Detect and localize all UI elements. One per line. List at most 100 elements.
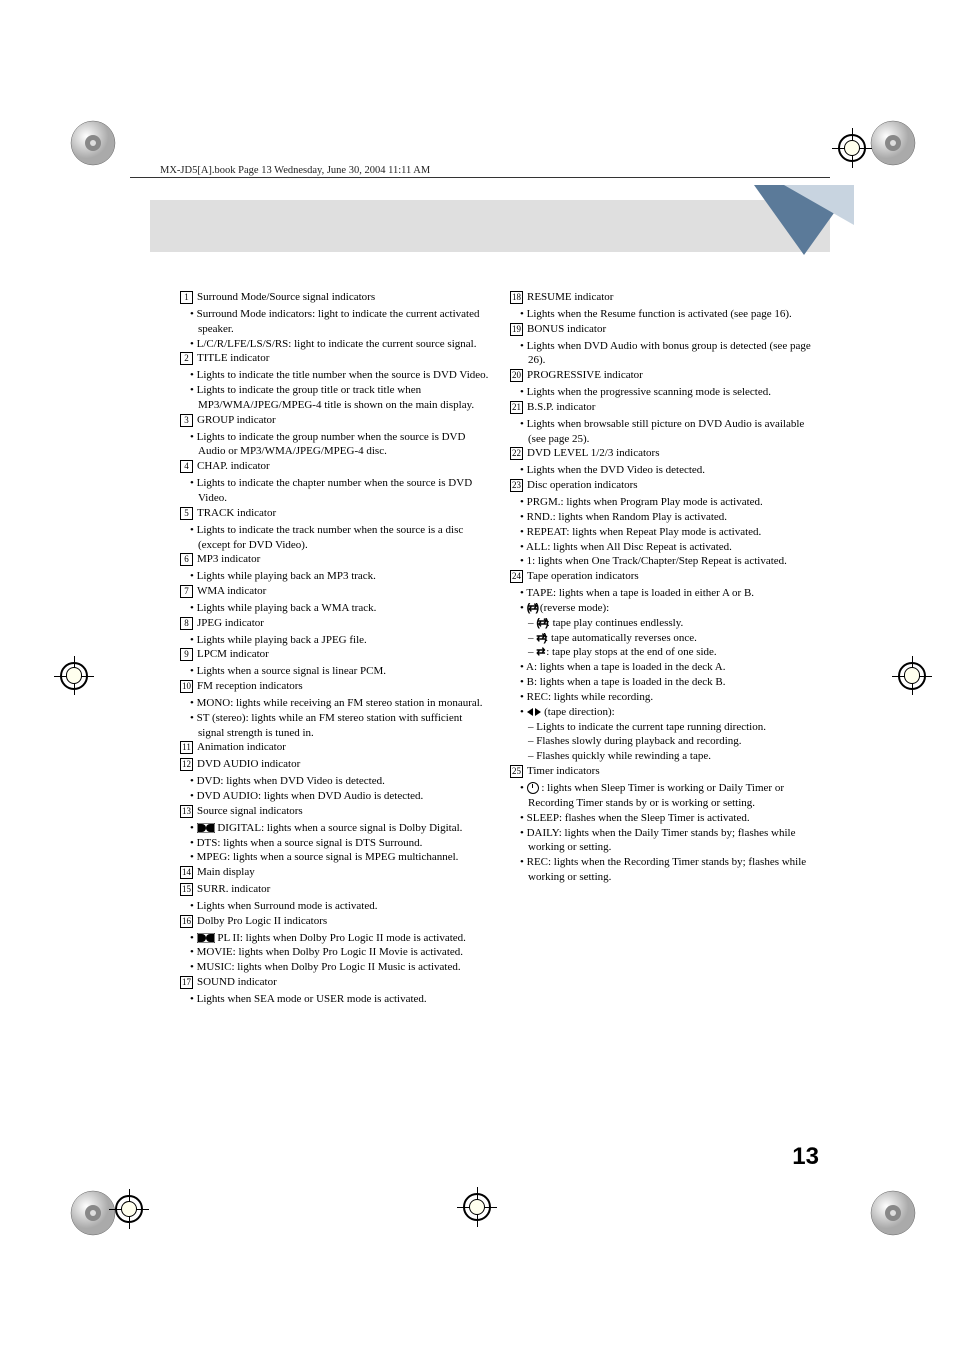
- indicator-label: Animation indicator: [197, 741, 286, 753]
- indicator-number: 1: [180, 291, 193, 304]
- indicator-entry: 18 RESUME indicator: [510, 290, 820, 305]
- indicator-label: MP3 indicator: [197, 553, 260, 565]
- indicator-number: 15: [180, 883, 193, 896]
- corner-decoration: [70, 120, 116, 166]
- indicator-number: 24: [510, 570, 523, 583]
- indicator-detail: • B: lights when a tape is loaded in the…: [510, 675, 820, 690]
- indicator-number: 7: [180, 585, 193, 598]
- indicator-entry: 7 WMA indicator: [180, 584, 490, 599]
- indicator-detail: • DVD: lights when DVD Video is detected…: [180, 774, 490, 789]
- indicator-detail: • (tape direction):: [510, 705, 820, 720]
- registration-mark: [898, 662, 926, 690]
- indicator-subdetail: – Flashes quickly while rewinding a tape…: [510, 749, 820, 764]
- indicator-number: 21: [510, 401, 523, 414]
- indicator-detail: • DIGITAL: lights when a source signal i…: [180, 821, 490, 836]
- indicator-detail: • Lights when the progressive scanning m…: [510, 385, 820, 400]
- indicator-label: BONUS indicator: [527, 323, 606, 335]
- clock-icon: [527, 782, 539, 794]
- indicator-label: LPCM indicator: [197, 648, 269, 660]
- indicator-detail: • TAPE: lights when a tape is loaded in …: [510, 586, 820, 601]
- indicator-number: 23: [510, 479, 523, 492]
- indicator-entry: 3 GROUP indicator: [180, 413, 490, 428]
- corner-decoration: [870, 120, 916, 166]
- indicator-detail: • A: lights when a tape is loaded in the…: [510, 660, 820, 675]
- indicator-entry: 20 PROGRESSIVE indicator: [510, 368, 820, 383]
- indicator-number: 3: [180, 414, 193, 427]
- indicator-label: SOUND indicator: [197, 976, 277, 988]
- indicator-subdetail: – Flashes slowly during playback and rec…: [510, 734, 820, 749]
- indicator-entry: 10FM reception indicators: [180, 679, 490, 694]
- indicator-entry: 14Main display: [180, 865, 490, 880]
- indicator-label: TITLE indicator: [197, 352, 269, 364]
- indicator-detail: • DAILY: lights when the Daily Timer sta…: [510, 826, 820, 856]
- indicator-label: PROGRESSIVE indicator: [527, 369, 643, 381]
- indicator-label: TRACK indicator: [197, 507, 276, 519]
- indicator-detail: • REC: lights when the Recording Timer s…: [510, 855, 820, 885]
- indicator-number: 20: [510, 369, 523, 382]
- indicator-label: Surround Mode/Source signal indicators: [197, 291, 375, 303]
- triangle-left-icon: [527, 708, 533, 716]
- indicator-detail: • Lights to indicate the title number wh…: [180, 368, 490, 383]
- indicator-detail: • 1: lights when One Track/Chapter/Step …: [510, 554, 820, 569]
- indicator-label: CHAP. indicator: [197, 460, 270, 472]
- indicator-detail: • Lights when browsable still picture on…: [510, 417, 820, 447]
- indicator-label: Source signal indicators: [197, 805, 303, 817]
- indicator-number: 22: [510, 447, 523, 460]
- indicator-detail: • ALL: lights when All Disc Repeat is ac…: [510, 540, 820, 555]
- indicator-detail: • Surround Mode indicators: light to ind…: [180, 307, 490, 337]
- indicator-label: Dolby Pro Logic II indicators: [197, 915, 327, 927]
- registration-mark: [60, 662, 88, 690]
- indicator-detail: • (⇄) (reverse mode):: [510, 601, 820, 616]
- indicator-number: 4: [180, 460, 193, 473]
- indicator-detail: • MUSIC: lights when Dolby Pro Logic II …: [180, 960, 490, 975]
- indicator-number: 6: [180, 553, 193, 566]
- indicator-label: Tape operation indicators: [527, 570, 639, 582]
- indicator-entry: 17 SOUND indicator: [180, 975, 490, 990]
- indicator-label: WMA indicator: [197, 585, 266, 597]
- indicator-detail: • RND.: lights when Random Play is activ…: [510, 510, 820, 525]
- indicator-entry: 25Timer indicators: [510, 764, 820, 779]
- indicator-detail: • SLEEP: flashes when the Sleep Timer is…: [510, 811, 820, 826]
- indicator-detail: • ST (stereo): lights while an FM stereo…: [180, 711, 490, 741]
- indicator-entry: 23 Disc operation indicators: [510, 478, 820, 493]
- indicator-number: 14: [180, 866, 193, 879]
- page-number: 13: [792, 1143, 819, 1171]
- indicator-number: 5: [180, 507, 193, 520]
- indicator-detail: • Lights while playing back a JPEG file.: [180, 633, 490, 648]
- header-rule: [130, 177, 830, 178]
- indicator-subdetail: – Lights to indicate the current tape ru…: [510, 720, 820, 735]
- indicator-entry: 13Source signal indicators: [180, 804, 490, 819]
- indicator-detail: • REC: lights while recording.: [510, 690, 820, 705]
- content-columns: 1 Surround Mode/Source signal indicators •…: [180, 290, 820, 1007]
- indicator-number: 17: [180, 976, 193, 989]
- indicator-label: GROUP indicator: [197, 414, 276, 426]
- indicator-entry: 4 CHAP. indicator: [180, 459, 490, 474]
- indicator-detail: • REPEAT: lights when Repeat Play mode i…: [510, 525, 820, 540]
- indicator-detail: • PL II: lights when Dolby Pro Logic II …: [180, 931, 490, 946]
- indicator-entry: 5 TRACK indicator: [180, 506, 490, 521]
- indicator-number: 18: [510, 291, 523, 304]
- indicator-detail: • : lights when Sleep Timer is working o…: [510, 781, 820, 811]
- registration-mark: [838, 134, 866, 162]
- indicator-detail: • Lights to indicate the track number wh…: [180, 523, 490, 553]
- indicator-label: RESUME indicator: [527, 291, 613, 303]
- indicator-entry: 19BONUS indicator: [510, 322, 820, 337]
- indicator-entry: 15SURR. indicator: [180, 882, 490, 897]
- indicator-detail: • Lights when Surround mode is activated…: [180, 899, 490, 914]
- indicator-label: DVD AUDIO indicator: [197, 758, 300, 770]
- indicator-label: DVD LEVEL 1/2/3 indicators: [527, 447, 659, 459]
- indicator-number: 12: [180, 758, 193, 771]
- indicator-entry: 9LPCM indicator: [180, 647, 490, 662]
- indicator-number: 8: [180, 617, 193, 630]
- header-filename: MX-JD5[A].book Page 13 Wednesday, June 3…: [160, 165, 430, 176]
- indicator-label: B.S.P. indicator: [527, 401, 595, 413]
- indicator-detail: • DTS: lights when a source signal is DT…: [180, 836, 490, 851]
- registration-mark: [115, 1195, 143, 1223]
- indicator-detail: • Lights while playing back a WMA track.: [180, 601, 490, 616]
- indicator-entry: 2 TITLE indicator: [180, 351, 490, 366]
- indicator-label: Disc operation indicators: [527, 479, 638, 491]
- indicator-detail: • Lights when a source signal is linear …: [180, 664, 490, 679]
- indicator-number: 2: [180, 352, 193, 365]
- corner-decoration: [70, 1190, 116, 1236]
- indicator-detail: • Lights when DVD Audio with bonus group…: [510, 339, 820, 369]
